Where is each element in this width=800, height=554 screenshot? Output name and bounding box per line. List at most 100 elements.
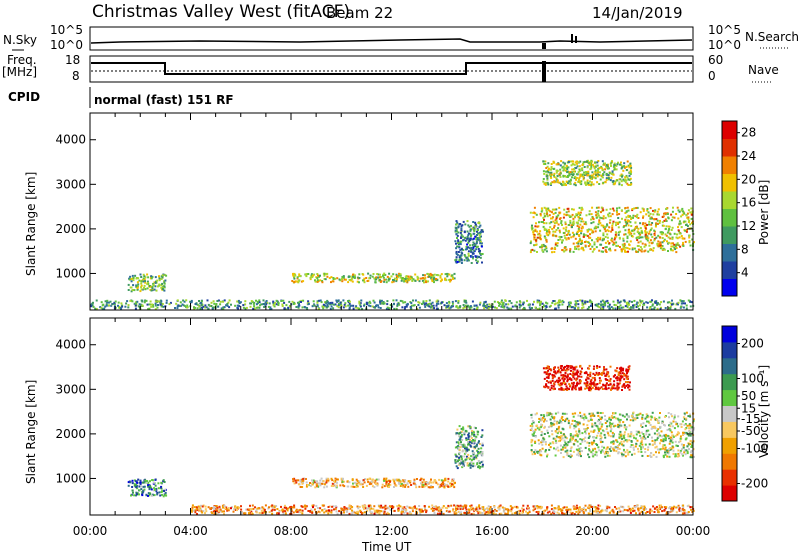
velocity-cell: [568, 383, 571, 386]
velocity-cell: [572, 383, 575, 386]
power-cell: [351, 277, 354, 280]
power-cell: [352, 304, 355, 307]
power-cell: [618, 163, 621, 166]
power-cell: [183, 300, 186, 303]
power-cell: [597, 223, 600, 226]
power-cell: [567, 229, 570, 232]
power-cell: [652, 213, 655, 216]
velocity-cell: [415, 486, 418, 489]
power-cell: [311, 305, 314, 308]
velocity-cell: [576, 453, 579, 456]
power-cell: [565, 214, 568, 217]
power-cell: [686, 228, 688, 231]
velocity-cell: [373, 512, 376, 515]
power-cell: [679, 299, 682, 302]
velocity-cell: [590, 430, 593, 433]
freq-left-tick-bottom: 8: [72, 69, 80, 83]
power-cell: [456, 242, 459, 245]
power-cell: [375, 278, 378, 281]
power-cell: [292, 272, 294, 275]
power-cell: [579, 211, 582, 214]
velocity-cell: [609, 418, 612, 421]
velocity-cell: [646, 511, 649, 513]
velocity-cell: [234, 506, 237, 509]
velocity-cell: [576, 510, 579, 513]
power-cell: [578, 240, 581, 243]
power-cell: [645, 236, 648, 239]
power-cell: [313, 304, 316, 307]
velocity-cell: [537, 510, 540, 513]
power-cell: [150, 305, 153, 308]
power-cell: [140, 276, 143, 278]
velocity-cell: [486, 507, 489, 510]
power-cell: [654, 209, 657, 212]
power-cell: [449, 279, 452, 282]
velocity-cell: [425, 511, 428, 514]
power-cell: [510, 307, 513, 310]
power-cell: [589, 176, 592, 179]
velocity-cell: [232, 510, 235, 513]
power-cell: [677, 244, 680, 247]
power-cell: [356, 280, 359, 283]
power-cell: [457, 231, 460, 234]
velocity-cell: [346, 485, 349, 488]
velocity-cell: [610, 388, 612, 391]
velocity-cell: [560, 367, 562, 370]
velocity-cell: [563, 368, 565, 371]
velocity-cell: [149, 485, 152, 487]
power-cell: [403, 307, 406, 310]
velocity-cell: [603, 366, 605, 369]
power-cell: [372, 273, 375, 275]
power-cell: [127, 304, 130, 307]
power-cell: [597, 169, 599, 172]
velocity-cell: [594, 374, 596, 377]
velocity-cell: [224, 507, 227, 510]
power-cell: [565, 248, 568, 251]
velocity-cell: [330, 477, 333, 480]
power-cell: [551, 234, 554, 237]
power-cell: [354, 276, 356, 279]
power-cell: [461, 235, 464, 238]
velocity-cell: [592, 383, 595, 386]
velocity-cell: [682, 416, 685, 419]
power-cell: [548, 305, 551, 308]
velocity-cell: [588, 504, 591, 507]
velocity-cell: [587, 387, 590, 390]
power-cell: [612, 220, 615, 223]
velocity-cell: [454, 511, 457, 514]
velocity-cell: [153, 488, 156, 491]
power-cell: [587, 245, 590, 248]
power-cell: [411, 280, 414, 282]
power-cell: [253, 307, 256, 310]
velocity-cell: [325, 485, 328, 488]
power-cell: [475, 259, 478, 262]
power-cell: [306, 307, 309, 310]
power-cell: [421, 277, 424, 280]
power-cell: [665, 225, 668, 228]
power-cell: [463, 259, 466, 262]
velocity-cell: [330, 511, 333, 514]
velocity-cell: [374, 479, 377, 482]
power-cell: [466, 247, 469, 250]
power-cell: [545, 222, 548, 225]
power-cell: [301, 306, 304, 309]
power-cell: [528, 306, 531, 309]
velocity-cell: [672, 435, 675, 438]
power-cell: [416, 275, 419, 278]
power-cell: [455, 247, 458, 250]
power-cell: [653, 230, 656, 233]
power-cell: [644, 249, 647, 252]
power-cell: [666, 301, 669, 304]
velocity-cell: [629, 511, 632, 514]
velocity-cell: [670, 508, 672, 511]
power-cell: [136, 284, 139, 287]
power-cell: [552, 300, 555, 302]
power-cell: [653, 307, 656, 310]
power-cell: [618, 237, 621, 240]
power-cell: [348, 300, 351, 303]
velocity-cell: [621, 437, 624, 440]
power-cell: [560, 236, 563, 238]
power-cell: [100, 301, 103, 304]
velocity-cell: [550, 423, 553, 426]
power-cell: [129, 275, 132, 278]
